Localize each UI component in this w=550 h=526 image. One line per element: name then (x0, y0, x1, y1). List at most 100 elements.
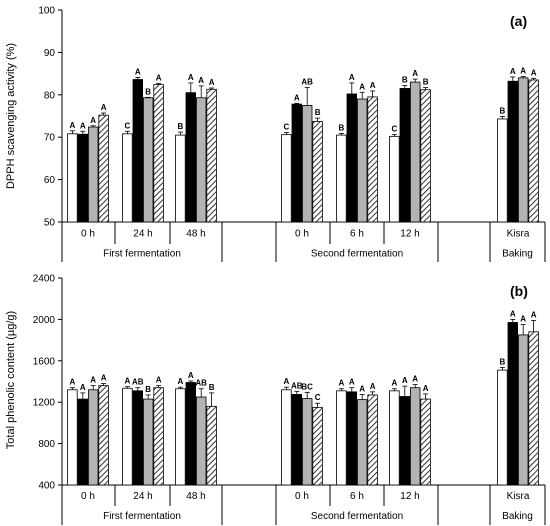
y-tick-label: 80 (44, 90, 56, 101)
bar (399, 396, 411, 486)
bar (507, 80, 519, 223)
group-label: Baking (502, 511, 533, 522)
significance-label: A (156, 73, 162, 82)
bar (98, 114, 109, 223)
bar (389, 135, 400, 223)
bar (291, 103, 303, 223)
bar (206, 88, 217, 223)
bar (281, 389, 292, 486)
y-tick-label: 800 (38, 439, 55, 450)
significance-label: B (339, 123, 345, 132)
panel-label: (b) (510, 283, 528, 299)
significance-label: A (520, 315, 526, 324)
significance-label: A (198, 76, 204, 85)
y-tick-label: 100 (38, 6, 55, 17)
x-tick-label: 0 h (81, 229, 95, 240)
significance-label: A (370, 382, 376, 391)
significance-label: A (520, 67, 526, 76)
significance-label: B (500, 358, 506, 367)
y-tick-label: 400 (38, 481, 55, 492)
significance-label: A (90, 376, 96, 385)
y-tick-label: 1600 (33, 356, 56, 367)
bar (346, 93, 358, 223)
significance-label: A (412, 375, 418, 384)
significance-label: B (145, 385, 151, 394)
bar (497, 369, 508, 486)
bar (518, 334, 529, 486)
x-tick-label: 48 h (186, 491, 205, 502)
panel-label: (a) (510, 13, 527, 29)
bar (132, 390, 144, 486)
bar (507, 322, 519, 486)
bar (420, 398, 431, 486)
bar (367, 96, 378, 223)
significance-label: A (156, 376, 162, 385)
significance-label: C (125, 121, 131, 130)
bar (409, 81, 421, 223)
significance-label: A (209, 78, 215, 87)
significance-label: A (392, 379, 398, 388)
bar (346, 391, 358, 486)
y-tick-label: 70 (44, 133, 56, 144)
y-axis-label: Total phenolic content (µg/g) (5, 311, 17, 449)
significance-label: A (370, 81, 376, 90)
y-tick-label: 2000 (33, 315, 56, 326)
bar (153, 84, 164, 223)
x-tick-label: 24 h (133, 229, 152, 240)
bar (142, 97, 154, 223)
significance-label: A (90, 116, 96, 125)
y-tick-label: 60 (44, 175, 56, 186)
bar (312, 406, 323, 486)
significance-label: A (349, 73, 355, 82)
bar (356, 98, 368, 223)
significance-label: C (315, 393, 321, 402)
y-tick-label: 50 (44, 218, 56, 229)
significance-label: C (284, 123, 290, 132)
group-label: Second fermentation (311, 249, 403, 260)
significance-label: A (294, 93, 300, 102)
significance-label: A (70, 121, 76, 130)
bar (312, 121, 323, 223)
group-label: First fermentation (103, 511, 181, 522)
significance-label: A (284, 377, 290, 386)
significance-label: A (510, 67, 516, 76)
x-tick-label: Kisra (507, 229, 530, 240)
significance-label: C (392, 125, 398, 134)
x-tick-label: 12 h (400, 491, 419, 502)
significance-label: B (500, 106, 506, 115)
significance-label: A (188, 371, 194, 380)
bar (399, 88, 411, 223)
significance-label: A (188, 73, 194, 82)
significance-label: B (145, 87, 151, 96)
significance-label: A (80, 383, 86, 392)
x-tick-label: 48 h (186, 229, 205, 240)
bar (153, 387, 164, 486)
significance-label: AB (291, 381, 303, 390)
bar (77, 133, 89, 223)
bar (301, 105, 313, 223)
bar (206, 405, 217, 486)
significance-label: A (531, 310, 537, 319)
significance-label: A (101, 103, 107, 112)
group-label: Baking (502, 249, 533, 260)
significance-label: A (125, 377, 131, 386)
bar (175, 134, 186, 223)
significance-label: A (349, 378, 355, 387)
bar (185, 382, 197, 486)
y-tick-label: 1200 (33, 398, 56, 409)
bar (281, 134, 292, 223)
bar (122, 387, 133, 486)
significance-label: A (423, 384, 429, 393)
significance-label: A (359, 82, 365, 91)
significance-label: B (315, 108, 321, 117)
significance-label: A (339, 379, 345, 388)
x-tick-label: 0 h (295, 491, 309, 502)
x-tick-label: 0 h (81, 491, 95, 502)
group-label: Second fermentation (311, 511, 403, 522)
y-axis-label: DPPH scavenging activity (%) (5, 43, 17, 189)
bar (67, 389, 78, 486)
bar (195, 396, 207, 486)
bar (409, 387, 421, 486)
bar (88, 126, 99, 223)
